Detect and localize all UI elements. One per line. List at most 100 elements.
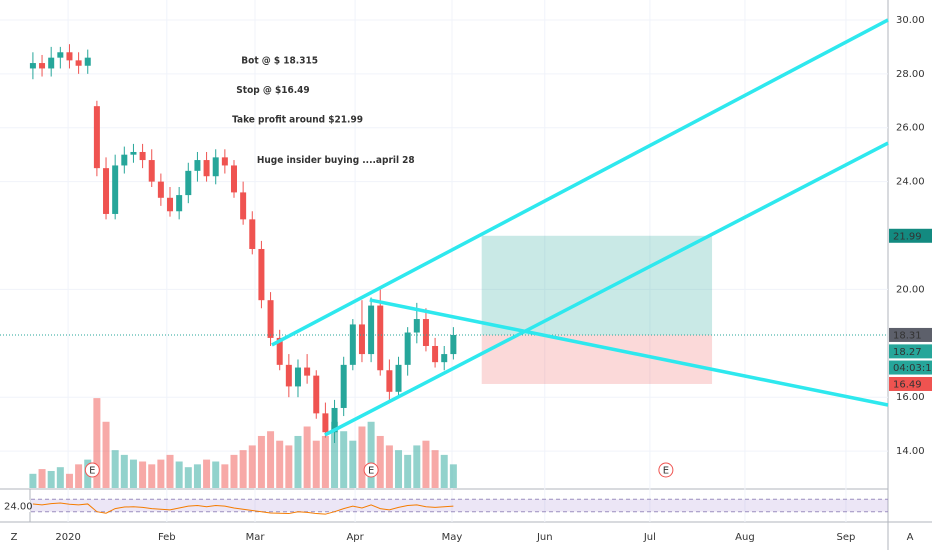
candle-body	[148, 160, 155, 182]
volume-bar	[184, 467, 192, 488]
volume-bar	[166, 454, 174, 488]
volume-bar	[276, 440, 284, 488]
candle-body	[404, 332, 411, 365]
volume-bar	[367, 421, 375, 488]
volume-bar	[221, 464, 229, 488]
trendline	[271, 18, 889, 347]
candle-body	[157, 181, 164, 198]
candle-body	[230, 165, 237, 193]
candle-body	[240, 192, 247, 220]
candle-body	[212, 157, 219, 177]
volume-bar	[376, 435, 384, 488]
volume-bar	[285, 445, 293, 488]
rsi-line	[32, 502, 454, 515]
price-badge	[889, 228, 932, 243]
volume-bar	[358, 426, 366, 488]
volume-bar	[75, 464, 83, 488]
volume-bar	[93, 398, 101, 488]
candle-body	[349, 324, 356, 365]
candle-body	[112, 165, 119, 214]
grid	[0, 0, 888, 522]
candle-body	[285, 364, 292, 387]
candle-body	[103, 168, 110, 214]
volume-bar	[321, 435, 329, 488]
x-tick-label: Apr	[346, 532, 364, 543]
volume-bar	[294, 435, 302, 488]
volume-bar	[102, 421, 110, 488]
volume-bar	[56, 467, 64, 488]
y-tick-label: 14.00	[896, 446, 925, 457]
rsi-band	[31, 499, 888, 512]
y-tick-label: 20.00	[896, 284, 925, 295]
candle-body	[340, 364, 347, 408]
corner-label: Z	[11, 532, 18, 543]
candle-body	[422, 319, 429, 346]
candle-body	[57, 52, 64, 58]
volume-bar	[38, 469, 46, 488]
candle-body	[258, 248, 265, 301]
volume-bar	[385, 445, 393, 488]
candle-body	[221, 157, 228, 166]
earnings-marker	[658, 462, 674, 478]
rsi-scale-badge	[0, 500, 30, 512]
candle-body	[304, 367, 311, 376]
volume-bar	[257, 435, 265, 488]
volume-bar	[120, 454, 128, 488]
volume-bar	[331, 421, 339, 488]
x-tick-label: Mar	[246, 532, 266, 543]
candle-body	[84, 57, 91, 66]
price-badge	[889, 360, 932, 375]
candle-body	[276, 337, 283, 365]
price-badge-label: 04:03:16	[893, 363, 932, 374]
volume-bar	[65, 473, 73, 488]
candle-body	[413, 319, 420, 333]
volume-bar	[148, 464, 156, 488]
y-tick-label: 26.00	[896, 123, 925, 134]
volume-bar	[440, 454, 448, 488]
candle-body	[358, 324, 365, 355]
earnings-marker	[363, 462, 379, 478]
x-tick-label: 2020	[55, 532, 80, 543]
volume-bar	[239, 450, 247, 488]
volume-bar	[413, 445, 421, 488]
volume-bar	[212, 461, 220, 488]
overlay: E E E Bot @ $ 18.315 Stop @ $16.49 Take profi…	[0, 18, 932, 478]
volume-bar	[248, 445, 256, 488]
volume-bar	[29, 473, 37, 488]
price-badge	[889, 376, 932, 391]
candle-body	[331, 407, 338, 433]
candle-body	[395, 364, 402, 392]
candle-body	[377, 305, 384, 371]
volume-bar	[349, 440, 357, 488]
marks	[29, 44, 713, 488]
candle-body	[441, 354, 448, 363]
volume-bar	[203, 459, 211, 488]
candle-body	[185, 170, 192, 196]
candle-body	[322, 413, 329, 433]
candle-body	[130, 151, 137, 155]
candle-body	[450, 334, 457, 355]
y-tick-label: 24.00	[896, 177, 925, 188]
volume-bar	[431, 450, 439, 488]
x-tick-label: May	[442, 532, 463, 543]
candle-body	[29, 63, 36, 69]
candle-body	[121, 154, 128, 166]
volume-bar	[449, 464, 457, 488]
stop-zone	[481, 334, 713, 384]
rsi-scale-label: 24.00	[4, 502, 33, 513]
candle-body	[39, 63, 46, 69]
price-badge-label: 18.31	[893, 330, 922, 341]
volume-bar	[267, 431, 275, 488]
volume-bar	[157, 459, 165, 488]
trendline	[324, 141, 889, 437]
y-tick-label: 28.00	[896, 69, 925, 80]
annotation: Huge insider buying ....april 28	[257, 155, 415, 166]
candle-body	[368, 305, 375, 355]
x-tick-label: Sep	[837, 532, 856, 543]
corner-label: A	[907, 532, 914, 543]
volume-bar	[340, 431, 348, 488]
annotation: Bot @ $ 18.315	[241, 55, 318, 66]
candle-body	[313, 375, 320, 414]
